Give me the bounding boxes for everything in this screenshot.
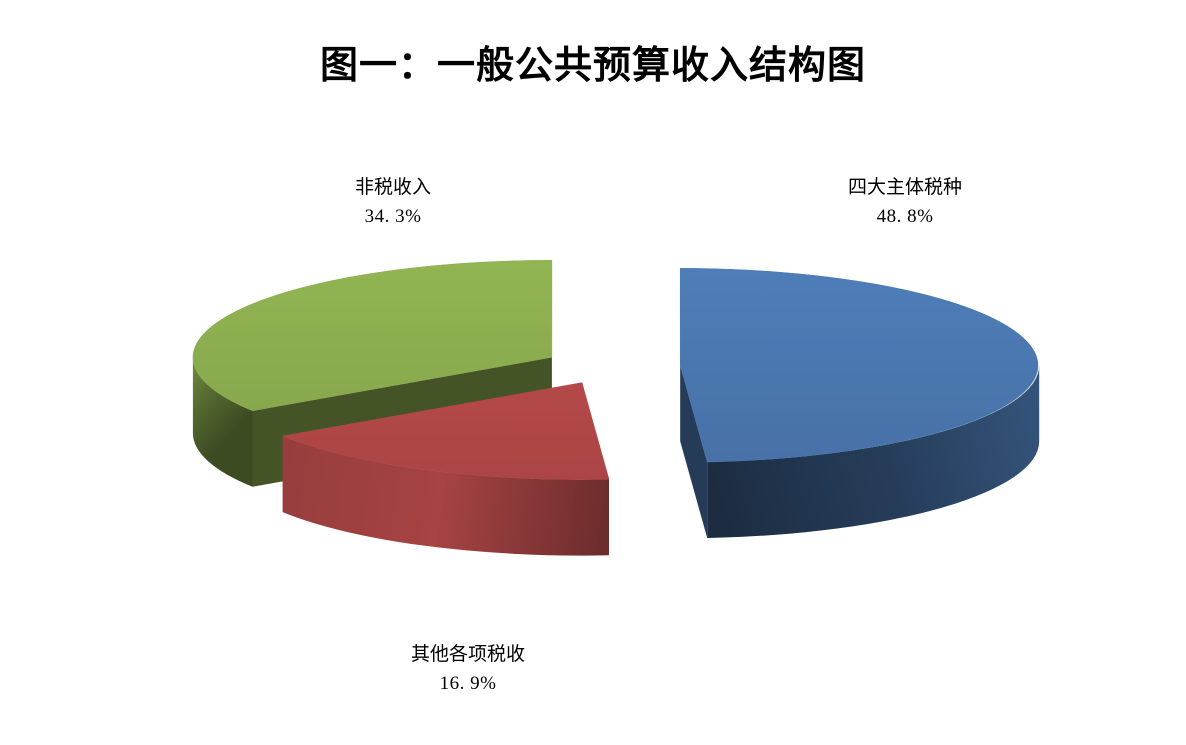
pie-slice-1[interactable] [281, 382, 610, 480]
pie-slice-side-2 [192, 357, 253, 487]
slice-label-nontax: 非税收入 34. 3% [263, 173, 523, 231]
slice-percent-text: 48. 8% [876, 206, 934, 227]
slice-label-other-taxes: 其他各项税收 16. 9% [338, 640, 598, 698]
pie-slice-side-1 [282, 436, 609, 556]
slice-percent-text: 34. 3% [364, 206, 422, 227]
pie-slice-cut-0 [680, 365, 708, 538]
chart-title: 图一：一般公共预算收入结构图 [319, 45, 866, 87]
pie-slice-0[interactable] [679, 268, 1039, 463]
slice-label-text: 其他各项税收 [410, 644, 525, 665]
slice-label-text: 非税收入 [354, 177, 431, 198]
slice-label-main-taxes: 四大主体税种 48. 8% [775, 173, 1035, 231]
pie-slice-side-0 [707, 365, 1040, 538]
slice-percent-text: 16. 9% [439, 673, 497, 694]
slice-label-text: 四大主体税种 [847, 177, 962, 198]
pie-slice-2[interactable] [192, 260, 553, 412]
